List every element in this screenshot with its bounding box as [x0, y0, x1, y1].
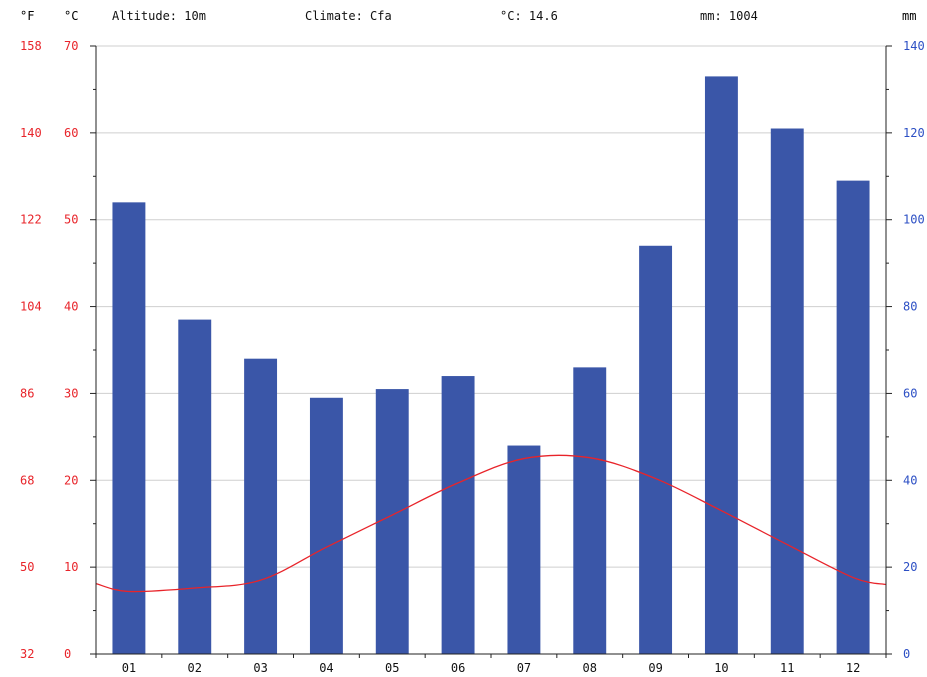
precip-bar [441, 376, 475, 654]
header-altitude: Altitude: 10m [112, 9, 206, 23]
header-precip-total: mm: 1004 [700, 9, 758, 23]
precip-bar [770, 128, 804, 654]
precip-bar [178, 319, 212, 654]
tick-label-c: 10 [64, 560, 78, 574]
tick-label-f: 158 [20, 39, 42, 53]
precip-bar [704, 76, 738, 654]
tick-label-c: 20 [64, 473, 78, 487]
precip-bar [639, 245, 673, 654]
grid-layer [96, 45, 886, 568]
tick-label-mm: 0 [903, 647, 910, 661]
tick-label-f: 104 [20, 300, 42, 314]
tick-label-f: 32 [20, 647, 34, 661]
tick-label-c: 30 [64, 386, 78, 400]
tick-label-mm: 60 [903, 386, 917, 400]
tick-label-f: 122 [20, 213, 42, 227]
tick-label-c: 60 [64, 126, 78, 140]
precip-bar [375, 389, 409, 654]
tick-label-f: 140 [20, 126, 42, 140]
month-label: 07 [517, 661, 531, 675]
tick-label-f: 86 [20, 386, 34, 400]
month-label: 10 [714, 661, 728, 675]
month-label: 03 [253, 661, 267, 675]
header-climate: Climate: Cfa [305, 9, 392, 23]
month-label: 01 [122, 661, 136, 675]
month-label: 05 [385, 661, 399, 675]
axis-label-mm: mm [902, 9, 916, 23]
tick-label-mm: 140 [903, 39, 925, 53]
tick-label-mm: 80 [903, 300, 917, 314]
bars-layer [112, 76, 870, 655]
tick-label-mm: 100 [903, 213, 925, 227]
tick-label-c: 50 [64, 213, 78, 227]
axis-label-f: °F [20, 9, 34, 23]
precip-bar [573, 367, 607, 654]
axes-layer [90, 45, 892, 658]
header-avg-temp: °C: 14.6 [500, 9, 558, 23]
precip-bar [309, 397, 343, 654]
month-label: 02 [188, 661, 202, 675]
tick-label-mm: 20 [903, 560, 917, 574]
tick-label-c: 0 [64, 647, 71, 661]
precip-bar [244, 358, 278, 654]
axis-label-c: °C [64, 9, 78, 23]
tick-label-c: 70 [64, 39, 78, 53]
month-label: 12 [846, 661, 860, 675]
temperature-line [95, 454, 887, 593]
line-layer [95, 454, 887, 593]
tick-label-mm: 40 [903, 473, 917, 487]
month-label: 04 [319, 661, 333, 675]
month-label: 09 [648, 661, 662, 675]
month-label: 06 [451, 661, 465, 675]
tick-label-mm: 120 [903, 126, 925, 140]
month-label: 08 [583, 661, 597, 675]
tick-label-f: 50 [20, 560, 34, 574]
tick-label-c: 40 [64, 300, 78, 314]
month-label: 11 [780, 661, 794, 675]
tick-label-f: 68 [20, 473, 34, 487]
precip-bar [112, 202, 146, 655]
precip-bar [507, 445, 541, 654]
precip-bar [836, 180, 870, 654]
